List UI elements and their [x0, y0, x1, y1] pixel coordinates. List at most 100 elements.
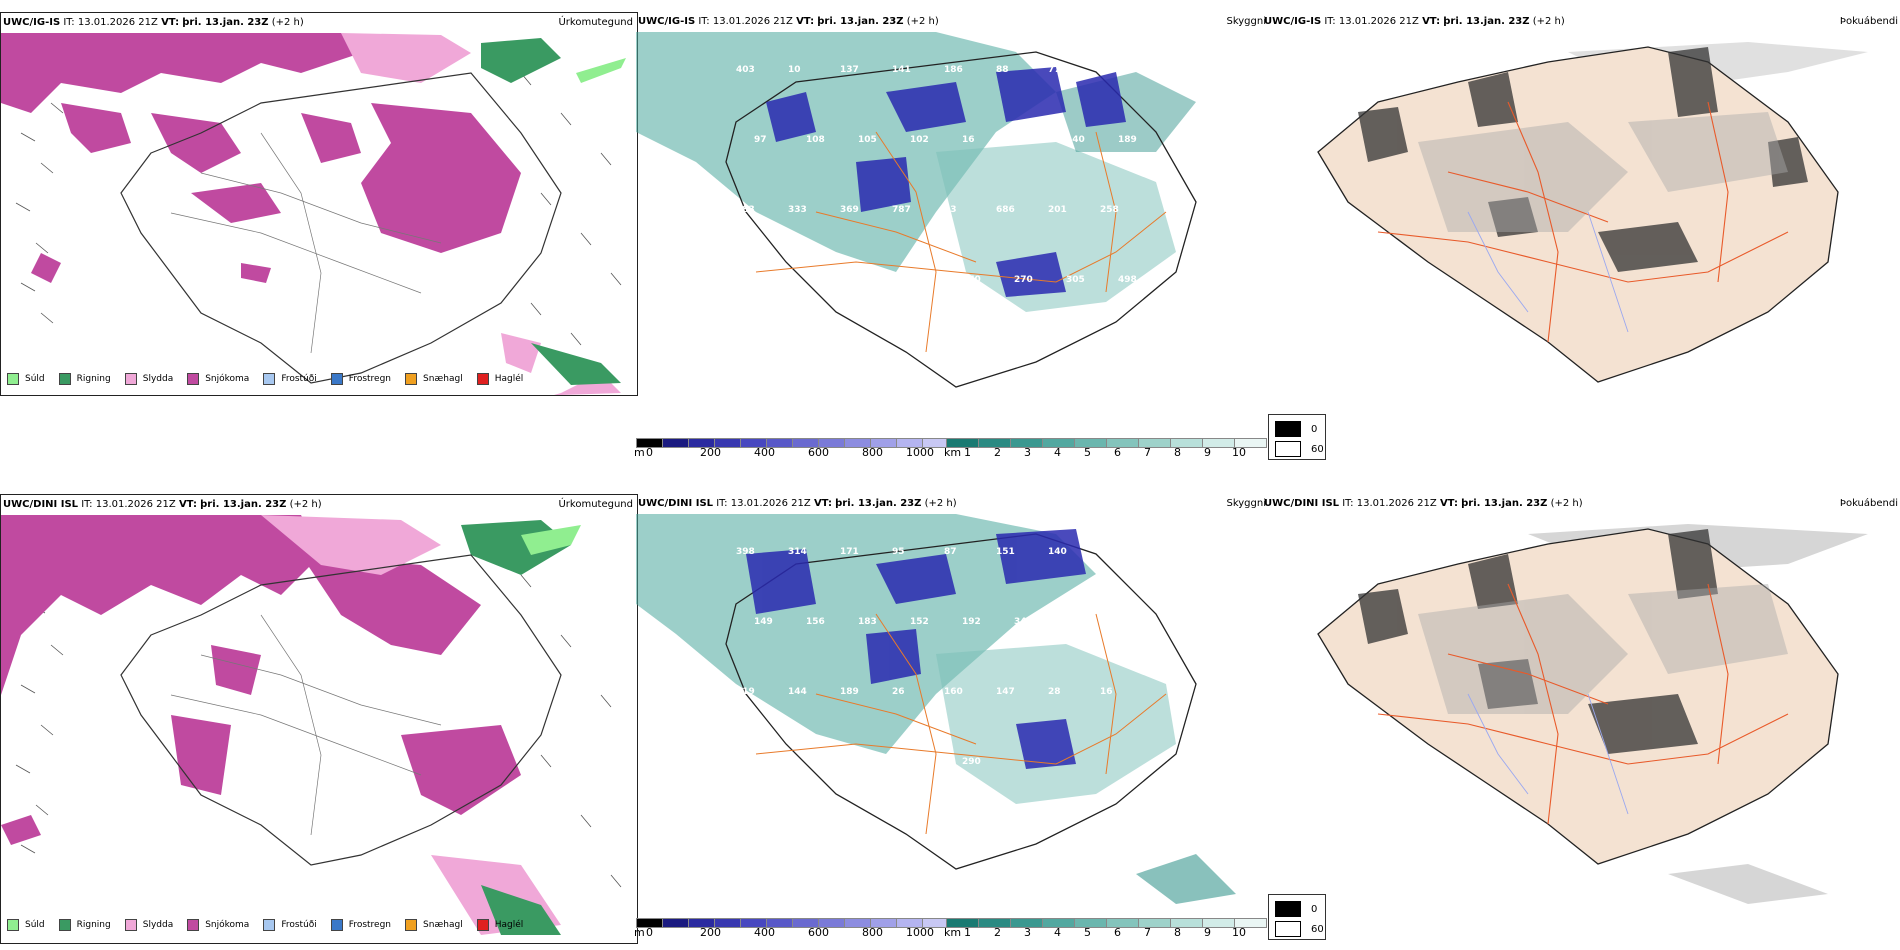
- legend-swatch: [187, 919, 200, 931]
- height-label: 152: [1014, 135, 1033, 145]
- height-label: 102: [910, 135, 929, 145]
- it-value: 13.01.2026 21Z: [77, 17, 158, 28]
- precip-legend: Súld Rigning Slydda Snjókoma Frostúði Fr…: [7, 919, 537, 931]
- height-label: 270: [1014, 275, 1033, 285]
- height-label: 290: [962, 757, 981, 767]
- legend-swatch: [7, 373, 19, 385]
- vis-tick: 7: [1144, 446, 1151, 459]
- vis-ticks-2: km 1 2 3 4 5 6 7 8 9 10: [944, 926, 1264, 942]
- height-label: 26: [892, 687, 905, 697]
- height-labels: 398 314 171 95 87 151 140 175 149 156 183 152 192 340…: [736, 547, 1137, 767]
- precip-panel-name: Úrkomutegund: [558, 17, 633, 28]
- fog-panel-top: UWC/IG-IS IT: 13.01.2026 21Z VT: þri. 13…: [1264, 12, 1900, 394]
- row1-precip-title: UWC/IG-IS IT: 13.01.2026 21Z VT: þri. 13…: [3, 17, 304, 28]
- legend-item: Snjókoma: [187, 373, 249, 385]
- height-label: 370: [962, 275, 981, 285]
- rain-areas: [481, 38, 621, 385]
- row2-precip-title: UWC/DINI ISL IT: 13.01.2026 21Z VT: þri.…: [3, 499, 322, 510]
- height-colorbar-2: [636, 918, 949, 928]
- height-label: 787: [892, 205, 911, 215]
- fog-map: [1317, 524, 1868, 904]
- legend-item: Rigning: [58, 373, 111, 385]
- iceland-outline: [120, 72, 562, 384]
- legend-item: Frostúði: [263, 373, 317, 385]
- legend-swatch: [124, 373, 137, 385]
- it-label: IT:: [63, 17, 75, 28]
- it-value: 13.01.2026 21Z: [712, 16, 793, 27]
- model-name: UWC/IG-IS: [1264, 16, 1322, 27]
- height-label: 97: [754, 135, 767, 145]
- legend-swatch: [187, 373, 200, 385]
- height-label: 189: [1118, 135, 1137, 145]
- vt-value: þri. 13.jan. 23Z: [200, 499, 287, 510]
- legend-swatch: [405, 373, 418, 385]
- height-label: 333: [788, 205, 807, 215]
- fog-light-areas: [1418, 584, 1788, 714]
- height-label: 140: [1066, 135, 1085, 145]
- height-label: 189: [840, 687, 859, 697]
- vis-tick: 1: [964, 446, 971, 459]
- legend-item: Slydda: [124, 919, 173, 931]
- drizzle-areas: [521, 525, 581, 555]
- precip-panel-top: UWC/IG-IS IT: 13.01.2026 21Z VT: þri. 13…: [0, 12, 638, 396]
- height-label: 16: [962, 135, 975, 145]
- iceland-land: [1317, 46, 1839, 383]
- iceland-land: [1317, 528, 1839, 865]
- vis-tick: 9: [1204, 926, 1211, 939]
- height-tick: 200: [700, 446, 721, 459]
- height-label: 175: [1100, 547, 1119, 557]
- precip-map: [1, 515, 622, 935]
- height-tick: 0: [646, 926, 653, 939]
- fog-legend-swatch: [1275, 901, 1301, 917]
- vis-tick: 8: [1174, 926, 1181, 939]
- fog-map: [1317, 42, 1868, 383]
- height-label: 171: [840, 547, 859, 557]
- legend-label: Slydda: [142, 374, 174, 384]
- height-labels: 403 10 137 141 186 88 77 169 97 108 105 102 16 152 140…: [736, 65, 1137, 285]
- height-label: 77: [1048, 65, 1061, 75]
- height-label: 149: [754, 617, 773, 627]
- fog-legend-swatch: [1275, 921, 1301, 937]
- height-label: 96: [910, 275, 923, 285]
- vt-value: þri. 13.jan. 23Z: [817, 16, 904, 27]
- model-name: UWC/IG-IS: [3, 17, 61, 28]
- it-value: 13.01.2026 21Z: [1338, 16, 1419, 27]
- fog-legend-swatch: [1275, 441, 1301, 457]
- height-label: 183: [736, 205, 755, 215]
- height-label: 139: [806, 275, 825, 285]
- snow-areas: [1, 33, 521, 283]
- height-label: 152: [910, 617, 929, 627]
- height-label: 340: [1014, 617, 1033, 627]
- colorbar-segment: [1234, 918, 1267, 928]
- vt-label: VT:: [796, 16, 815, 27]
- vis-tick: 10: [1232, 926, 1246, 939]
- precip-panel-name: Úrkomutegund: [558, 499, 633, 510]
- row1-fog-title: UWC/IG-IS IT: 13.01.2026 21Z VT: þri. 13…: [1264, 16, 1565, 27]
- legend-swatch: [330, 919, 343, 931]
- height-tick: 800: [862, 446, 883, 459]
- vis-tick: 8: [1174, 446, 1181, 459]
- legend-label: Rigning: [76, 374, 111, 384]
- legend-label: Snæhagl: [423, 374, 463, 384]
- legend-label: Frostúði: [281, 920, 317, 930]
- terrain-height: [746, 529, 1086, 769]
- vis-colorbar-1: [946, 438, 1267, 448]
- height-label: 117: [858, 275, 877, 285]
- legend-label: Haglél: [494, 920, 524, 930]
- vt-label: VT:: [161, 17, 180, 28]
- height-label: 207: [910, 757, 929, 767]
- legend-label: Súld: [25, 920, 45, 930]
- height-label: 147: [996, 687, 1015, 697]
- legend-swatch: [405, 919, 418, 931]
- height-tick: 600: [808, 926, 829, 939]
- legend-swatch: [58, 373, 71, 385]
- height-label: 686: [996, 205, 1015, 215]
- legend-label: Frostúði: [281, 374, 317, 384]
- visibility-panel-name: Skyggni: [1226, 16, 1266, 27]
- row-1: UWC/IG-IS IT: 13.01.2026 21Z VT: þri. 13…: [0, 0, 1900, 400]
- height-label: 398: [736, 547, 755, 557]
- legend-label: Snjókoma: [205, 374, 250, 384]
- height-tick: 200: [700, 926, 721, 939]
- row2-fog-title: UWC/DINI ISL IT: 13.01.2026 21Z VT: þri.…: [1264, 498, 1583, 509]
- height-label: 192: [962, 617, 981, 627]
